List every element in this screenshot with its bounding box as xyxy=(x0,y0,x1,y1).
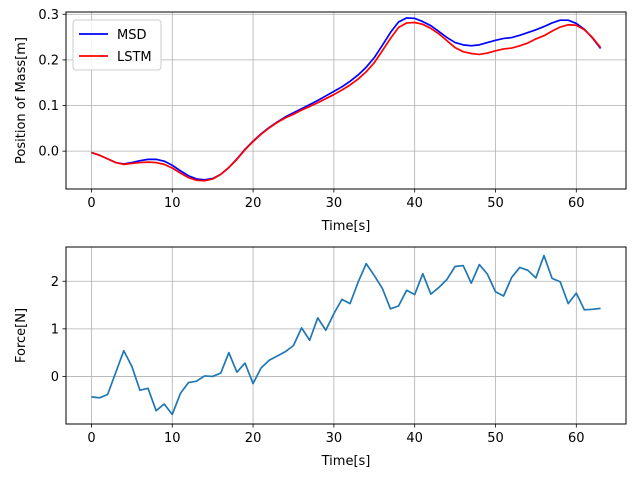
legend-msd-label: MSD xyxy=(117,28,146,43)
position-legend: MSD LSTM xyxy=(72,19,162,71)
msd-series-line xyxy=(91,17,602,181)
force-series-line xyxy=(91,254,601,416)
legend-box xyxy=(72,19,162,71)
position-x-axis-label: Time[s] xyxy=(321,219,371,234)
position-x-tick-label: 20 xyxy=(245,196,262,211)
position-y-tick-label: 0.1 xyxy=(38,99,59,114)
force-y-tick-label: 1 xyxy=(51,322,59,337)
position-plot: 0 10 20 30 40 50 60 0.0 0.1 0.2 0.3 Time[s] Positi… xyxy=(14,8,627,234)
force-y-tick-label: 2 xyxy=(51,275,59,290)
position-y-tick-label: 0.0 xyxy=(38,145,59,160)
force-x-tick-label: 0 xyxy=(87,431,95,446)
force-x-tick-label: 50 xyxy=(487,431,504,446)
force-x-tick-label: 40 xyxy=(406,431,423,446)
force-x-tick-label: 10 xyxy=(164,431,181,446)
position-x-tick-label: 30 xyxy=(326,196,343,211)
position-y-tick-label: 0.2 xyxy=(38,53,59,68)
lstm-series-line xyxy=(91,21,602,182)
force-lines xyxy=(91,254,601,416)
position-x-tick-label: 0 xyxy=(87,196,95,211)
position-ticks: 0 10 20 30 40 50 60 0.0 0.1 0.2 0.3 xyxy=(38,8,584,211)
position-y-axis-label: Position of Mass[m] xyxy=(14,37,29,164)
position-plot-frame xyxy=(65,11,627,190)
legend-lstm-label: LSTM xyxy=(117,50,152,65)
position-x-tick-label: 60 xyxy=(568,196,585,211)
force-y-tick-label: 0 xyxy=(51,370,59,385)
position-y-tick-label: 0.3 xyxy=(38,8,59,23)
force-grid xyxy=(66,247,626,424)
force-ticks: 0 10 20 30 40 50 60 0 1 2 xyxy=(51,275,585,446)
force-plot-frame xyxy=(65,246,627,425)
force-x-tick-label: 20 xyxy=(245,431,262,446)
position-x-tick-label: 10 xyxy=(164,196,181,211)
position-lines xyxy=(91,17,602,182)
force-x-tick-label: 60 xyxy=(568,431,585,446)
force-x-axis-label: Time[s] xyxy=(321,454,371,469)
position-x-tick-label: 50 xyxy=(487,196,504,211)
force-x-tick-label: 30 xyxy=(326,431,343,446)
force-y-axis-label: Force[N] xyxy=(14,308,29,363)
position-x-tick-label: 40 xyxy=(406,196,423,211)
force-plot: 0 10 20 30 40 50 60 0 1 2 Time[s] Force[N] xyxy=(14,246,627,469)
